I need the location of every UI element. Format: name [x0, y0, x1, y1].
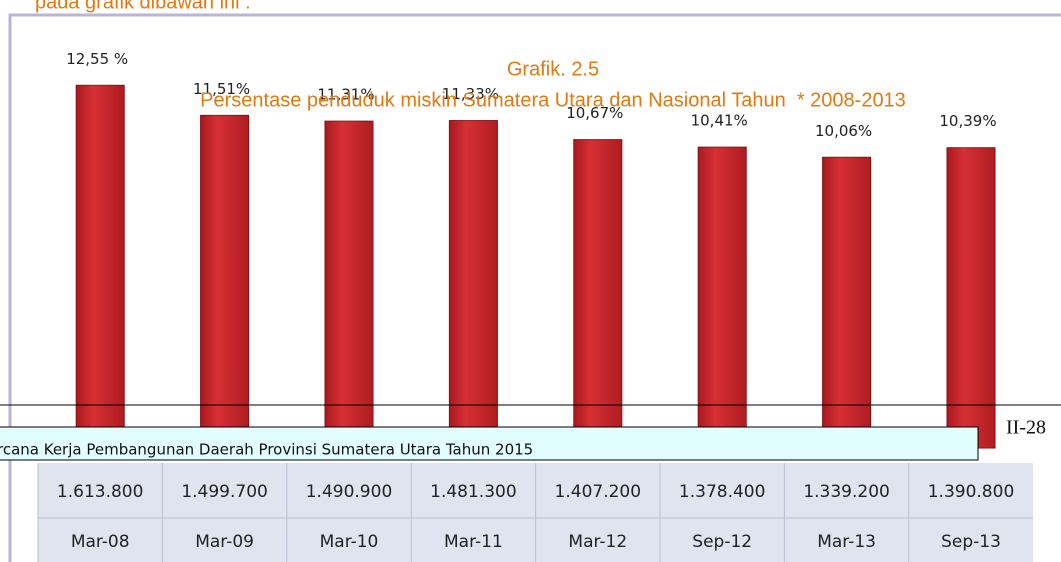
intro: pada grafik dibawah ini : — [35, 0, 251, 13]
value-label: 10,39% — [939, 112, 996, 130]
bar-shade — [698, 147, 747, 448]
bar-shade — [200, 115, 249, 449]
x-tick-label: Sep-12 — [692, 532, 752, 552]
x-tick-label: Mar-10 — [320, 532, 379, 552]
chart-subtitle: Persentase penduduk miskin Sumatera Utar… — [200, 89, 906, 111]
value-label: 11,31% — [317, 86, 374, 104]
x-tick-label: Mar-09 — [195, 532, 254, 552]
x-tick-label: Mar-08 — [71, 532, 130, 552]
count-cell: 1.481.300 — [430, 482, 517, 502]
bar-shade — [947, 147, 995, 448]
count-cell: 1.499.700 — [181, 482, 268, 502]
bar-shade — [822, 157, 871, 449]
chart-title: Grafik. 2.5 — [507, 58, 599, 80]
count-cell: 1.378.400 — [679, 482, 766, 502]
count-cell: 1.613.800 — [57, 482, 144, 502]
x-tick-label: Mar-11 — [444, 532, 503, 552]
x-tick-label: Sep-13 — [941, 532, 1001, 552]
bar-shade — [449, 120, 498, 449]
value-label: 11,33% — [442, 85, 499, 103]
value-label: 12,55 % — [66, 50, 128, 68]
value-label: 10,67% — [566, 104, 623, 122]
page-number: II-28 — [1006, 417, 1046, 439]
bar-shade — [325, 121, 373, 449]
x-tick-label: Mar-12 — [568, 532, 627, 552]
x-tick-label: Mar-13 — [817, 532, 876, 552]
count-cell: 1.490.900 — [306, 482, 393, 502]
count-cell: 1.390.800 — [928, 482, 1015, 502]
bar-shade — [573, 139, 622, 448]
footer-box — [0, 426, 979, 461]
value-label: 11,51% — [193, 80, 250, 98]
bar-shade — [76, 85, 125, 449]
value-label: 10,06% — [815, 122, 872, 140]
footer: rcana Kerja Pembangunan Daerah Provinsi … — [0, 441, 533, 459]
count-cell: 1.339.200 — [803, 482, 890, 502]
value-label: 10,41% — [691, 112, 748, 130]
count-cell: 1.407.200 — [555, 482, 642, 502]
